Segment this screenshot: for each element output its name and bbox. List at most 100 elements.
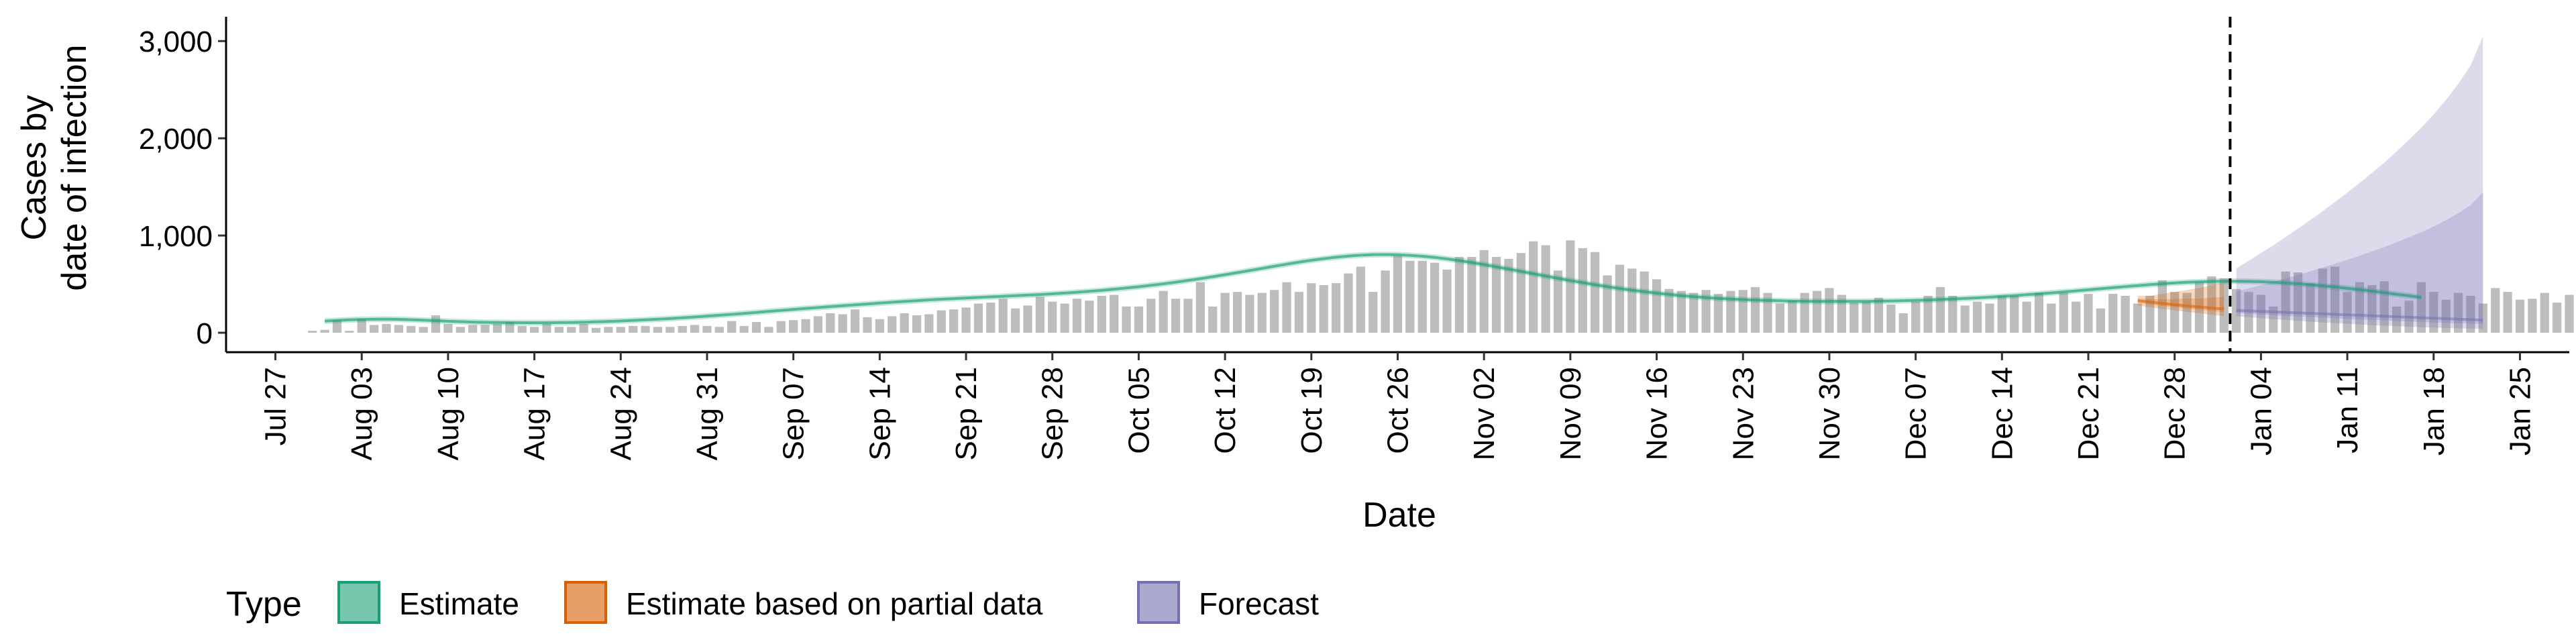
x-tick-label: Dec 07 <box>1900 367 1933 460</box>
bar <box>641 325 650 333</box>
bar <box>924 314 934 333</box>
bar <box>739 325 749 333</box>
bar <box>1664 288 1674 333</box>
bar <box>2478 303 2487 333</box>
bar <box>394 325 403 333</box>
bar <box>888 316 897 333</box>
bar <box>1516 253 1525 333</box>
y-tick-label: 0 <box>197 317 213 350</box>
bar <box>2491 288 2500 333</box>
bar <box>789 320 798 333</box>
bar <box>1171 299 1181 333</box>
bar <box>2281 271 2290 333</box>
bar <box>2392 306 2402 333</box>
bar <box>382 323 391 333</box>
bar <box>542 323 551 333</box>
bar <box>973 303 983 333</box>
bar <box>2219 278 2229 333</box>
bar <box>2010 295 2019 333</box>
bar <box>1578 248 1587 333</box>
bar <box>2330 266 2340 333</box>
x-tick-label: Dec 21 <box>2072 367 2105 460</box>
bar <box>2416 282 2426 333</box>
bar <box>2244 292 2253 333</box>
forecast-inner-band <box>2236 192 2483 324</box>
bar <box>714 327 724 333</box>
x-tick-label: Sep 14 <box>863 367 896 460</box>
bar <box>505 322 515 333</box>
x-axis-label: Date <box>1362 496 1436 535</box>
bar <box>455 327 465 333</box>
bar <box>1294 292 1304 333</box>
estimate-based-on-partial-data-median-line <box>2137 299 2224 311</box>
bar <box>2540 292 2549 333</box>
bar <box>308 331 317 333</box>
bar <box>727 321 737 333</box>
bar <box>1615 264 1625 333</box>
x-tick-label: Sep 28 <box>1036 367 1069 460</box>
bar <box>1319 285 1328 333</box>
bar <box>813 316 823 333</box>
bar <box>1701 290 1711 333</box>
bar <box>1417 260 1427 333</box>
bar <box>949 309 959 333</box>
bar <box>751 322 761 333</box>
bar <box>2096 308 2106 333</box>
bar <box>1603 275 1612 333</box>
x-tick-label: Aug 10 <box>432 367 465 460</box>
bar <box>1627 268 1637 333</box>
x-tick-label: Oct 19 <box>1295 367 1328 454</box>
bar <box>1393 256 1403 333</box>
bar <box>2108 294 2118 333</box>
bar <box>369 325 379 333</box>
x-tick-label: Jan 04 <box>2245 367 2277 455</box>
bar <box>2207 276 2216 333</box>
bar <box>517 325 527 333</box>
bar <box>850 309 860 333</box>
bar <box>616 327 625 333</box>
bar <box>826 313 835 333</box>
x-tick-label: Aug 31 <box>691 367 724 460</box>
bar <box>1985 303 1994 333</box>
bar <box>936 310 946 333</box>
bar <box>1948 295 1957 333</box>
bar <box>1738 290 1748 333</box>
bar <box>838 314 847 333</box>
x-tick-label: Sep 21 <box>950 367 983 460</box>
bar <box>1529 241 1538 333</box>
bar <box>1195 282 1205 333</box>
bar <box>1467 256 1477 333</box>
bar <box>2170 292 2180 333</box>
bar <box>2182 292 2192 333</box>
bar <box>702 325 712 333</box>
bar <box>2515 299 2525 333</box>
bar <box>1874 297 1884 333</box>
bar <box>1479 250 1489 333</box>
legend: Type Estimate Estimate based on partial da… <box>226 581 1319 624</box>
bar <box>1405 260 1415 333</box>
bar <box>1553 270 1563 333</box>
x-tick-label: Dec 14 <box>1986 367 2019 460</box>
x-tick-label: Sep 07 <box>777 367 810 460</box>
y-tick-label: 3,000 <box>139 25 213 58</box>
bar <box>961 307 971 333</box>
bar <box>1307 283 1316 333</box>
bar <box>2367 285 2377 333</box>
bar <box>1862 301 1871 333</box>
bar <box>2453 292 2463 333</box>
bar <box>2256 294 2266 333</box>
bar <box>986 303 996 333</box>
bar <box>2059 292 2068 333</box>
bar <box>2293 272 2303 333</box>
bar <box>1442 269 1452 333</box>
bar <box>1997 295 2006 333</box>
bar <box>678 325 687 333</box>
x-tick-label: Nov 02 <box>1468 367 1501 460</box>
bar <box>1159 290 1168 333</box>
x-tick-label: Aug 24 <box>604 367 637 460</box>
bar <box>1825 288 1834 333</box>
bar <box>1775 303 1785 333</box>
bar <box>1960 305 1970 333</box>
bar <box>2084 294 2093 333</box>
